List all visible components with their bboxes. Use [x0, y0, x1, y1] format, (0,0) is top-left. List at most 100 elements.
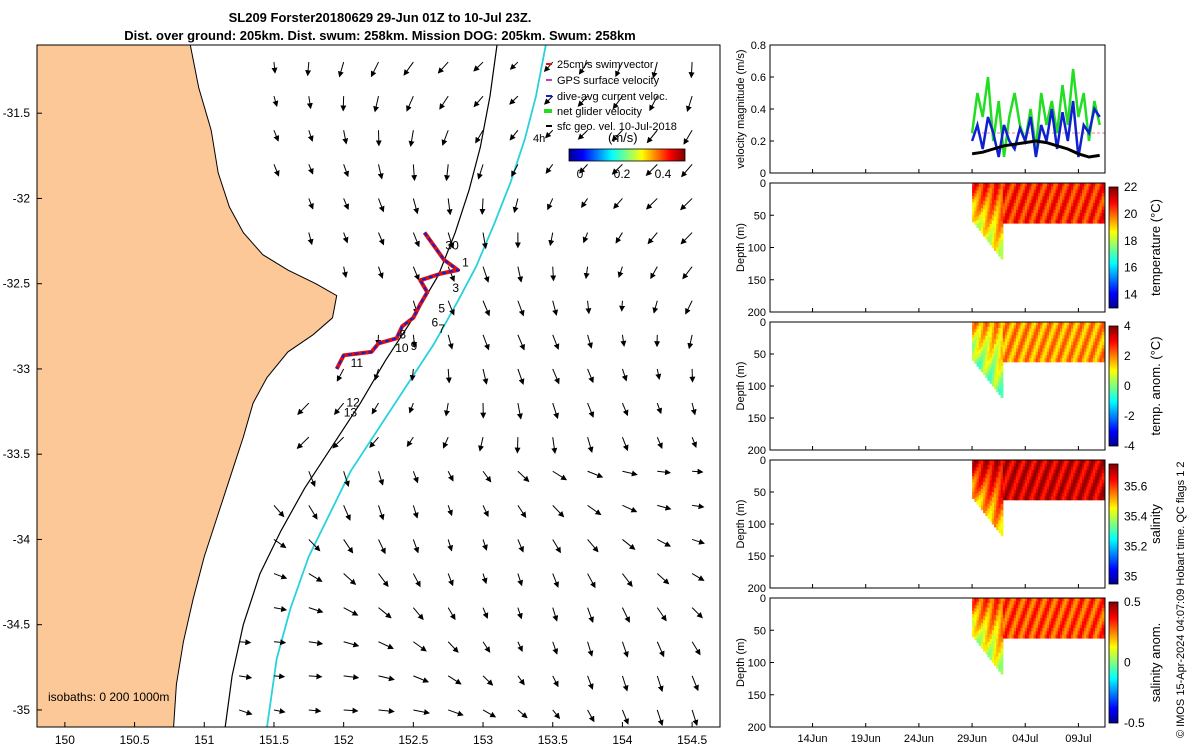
velocity-arrow [308, 505, 318, 520]
heatmap-cell [974, 460, 978, 464]
heatmap-cell [1057, 489, 1061, 494]
heatmap-cell [1090, 193, 1094, 197]
heatmap-cell [1031, 463, 1035, 468]
heatmap-cell [1005, 624, 1008, 629]
heatmap-cell [1066, 348, 1070, 353]
heatmap-cell [1044, 325, 1048, 330]
heatmap-cell [1092, 199, 1096, 204]
heatmap-cell [1044, 611, 1048, 616]
heatmap-cell [1000, 497, 1004, 505]
heatmap-cell [1060, 614, 1063, 619]
velocity-arrow [691, 607, 703, 619]
heatmap-cell [1035, 355, 1039, 359]
heatmap-cell [1086, 351, 1090, 356]
velocity-arrow [509, 95, 519, 105]
velocity-arrow [509, 129, 519, 141]
heatmap-cell [1086, 631, 1090, 636]
velocity-arrow [577, 129, 588, 140]
heatmap-cell [1002, 338, 1006, 343]
heatmap-cell [1005, 183, 1008, 187]
heatmap-cell [1084, 345, 1087, 349]
heatmap-cell [1086, 193, 1090, 197]
heatmap-cell [1013, 624, 1017, 629]
heatmap-cell [1075, 463, 1079, 468]
heatmap-cell [1092, 473, 1096, 478]
heatmap-cell [1007, 331, 1010, 336]
heatmap-cell [1084, 476, 1087, 481]
heatmap-cell [1077, 489, 1081, 494]
heatmap-cell [1055, 189, 1059, 194]
heatmap-cell [1077, 331, 1081, 336]
heatmap-cell [1005, 466, 1008, 471]
heatmap-cell [1011, 183, 1015, 187]
heatmap-cell [996, 333, 999, 340]
heatmap-cell [1077, 611, 1081, 616]
heatmap-cell [1040, 486, 1043, 491]
heatmap-cell [1064, 183, 1068, 187]
heatmap-cell [1013, 209, 1017, 214]
heatmap-cell [1082, 631, 1085, 636]
velocity-arrow [308, 164, 314, 175]
heatmap-cell [1009, 601, 1013, 606]
heatmap-cell [978, 341, 982, 346]
heatmap-cell [1016, 621, 1019, 626]
map-y-tick-label: -35 [13, 703, 31, 717]
heatmap-cell [1060, 486, 1063, 491]
heatmap-cell [1099, 186, 1103, 191]
heatmap-cell [998, 207, 1002, 214]
heatmap-cell [1097, 351, 1101, 356]
heatmap-cell [972, 601, 975, 605]
heatmap-cell [1005, 325, 1008, 330]
heatmap-cell [1051, 614, 1054, 619]
heatmap-cell [1079, 322, 1083, 326]
heatmap-cell [980, 203, 984, 209]
heatmap-cell [976, 212, 980, 217]
heatmap-cell [987, 231, 991, 238]
heatmap-cell [1064, 338, 1068, 343]
heatmap-cell [1035, 341, 1039, 346]
heatmap-cell [1027, 631, 1030, 636]
heatmap-cell [1038, 621, 1041, 626]
heatmap-cell [980, 643, 984, 649]
heatmap-cell [1005, 219, 1008, 224]
heatmap-cell [1016, 335, 1019, 340]
heatmap-cell [976, 322, 980, 327]
heatmap-cell [1046, 469, 1050, 474]
heatmap-cell [1011, 614, 1015, 619]
heatmap-cell [1064, 325, 1068, 330]
heatmap-cell [1077, 493, 1081, 497]
heatmap-cell [1060, 466, 1063, 471]
velocity-arrow [406, 436, 414, 448]
heatmap-cell [1038, 489, 1041, 494]
heatmap-cell [1055, 489, 1059, 494]
heatmap-cell [978, 222, 982, 227]
heatmap-cell [994, 194, 997, 201]
heatmap-cell [1013, 338, 1017, 343]
heatmap-cell [1024, 463, 1028, 468]
heatmap-cell [987, 469, 991, 476]
heatmap-cell [1011, 624, 1015, 629]
heatmap-cell [1031, 193, 1035, 197]
heatmap-cell [1007, 460, 1010, 464]
heatmap-cell [1055, 325, 1059, 330]
heatmap-cell [1092, 486, 1096, 491]
heatmap-cell [1084, 335, 1087, 340]
heatmap-cell [1060, 358, 1063, 363]
heatmap-cell [985, 639, 989, 646]
heatmap-cell [1051, 611, 1054, 616]
heatmap-cell [972, 495, 975, 499]
heatmap-cell [1018, 331, 1021, 336]
heatmap-cell [1038, 611, 1041, 616]
heatmap-cell [1049, 216, 1052, 221]
heatmap-cell [1040, 331, 1043, 336]
heatmap-cell [1097, 628, 1101, 632]
heatmap-cell [1038, 601, 1041, 606]
heatmap-cell [994, 659, 997, 666]
heatmap-cell [1027, 331, 1030, 336]
heatmap-cell [1079, 628, 1083, 632]
heatmap-cell [1016, 634, 1019, 639]
heatmap-cell [972, 338, 975, 342]
heatmap-cell [1075, 473, 1079, 478]
